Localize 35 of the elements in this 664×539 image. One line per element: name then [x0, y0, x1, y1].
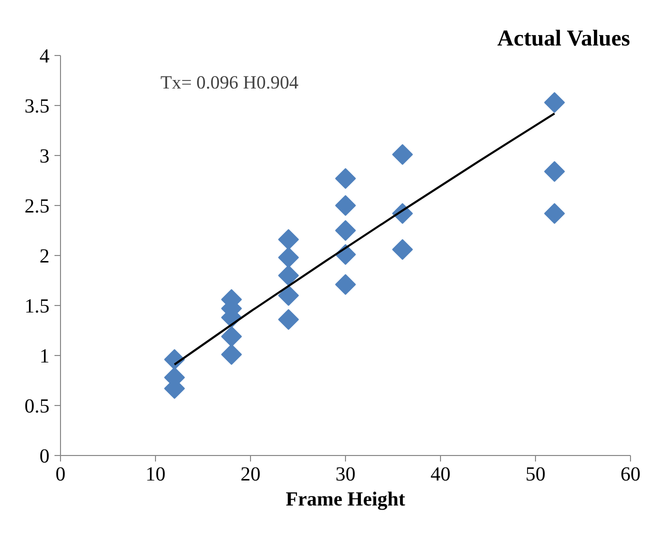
y-tick-label: 3 [40, 146, 50, 168]
x-tick-label: 0 [56, 464, 66, 486]
point [221, 344, 242, 365]
point [335, 168, 356, 189]
y-tick-label: 4 [40, 46, 50, 68]
y-tick-label: 1 [40, 346, 50, 368]
point [278, 247, 299, 268]
annotation: Tx= 0.096 H0.904 [160, 72, 300, 94]
point [392, 239, 413, 260]
y-tick-label: 0 [40, 446, 50, 468]
y-tick-label: 0.5 [24, 396, 50, 418]
point [278, 285, 299, 306]
x-tick-label: 40 [430, 464, 450, 486]
point [335, 220, 356, 241]
x-tick-label: 60 [620, 464, 640, 486]
point [544, 161, 565, 182]
x-axis-title: Frame Height [286, 488, 406, 510]
x-tick-label: 10 [146, 464, 166, 486]
y-tick-label: 2 [40, 246, 50, 268]
point [335, 274, 356, 295]
y-tick-label: 1.5 [24, 296, 50, 318]
x-tick-label: 50 [526, 464, 546, 486]
point [392, 144, 413, 165]
point [278, 265, 299, 286]
chart-title: Actual Values [497, 26, 630, 50]
point [544, 92, 565, 113]
x-tick-label: 30 [336, 464, 356, 486]
point [278, 229, 299, 250]
y-tick-label: 3.5 [24, 96, 50, 118]
y-tick-label: 2.5 [24, 196, 50, 218]
x-tick-label: 20 [240, 464, 260, 486]
point [278, 309, 299, 330]
point [221, 326, 242, 347]
point [335, 195, 356, 216]
point [544, 203, 565, 224]
